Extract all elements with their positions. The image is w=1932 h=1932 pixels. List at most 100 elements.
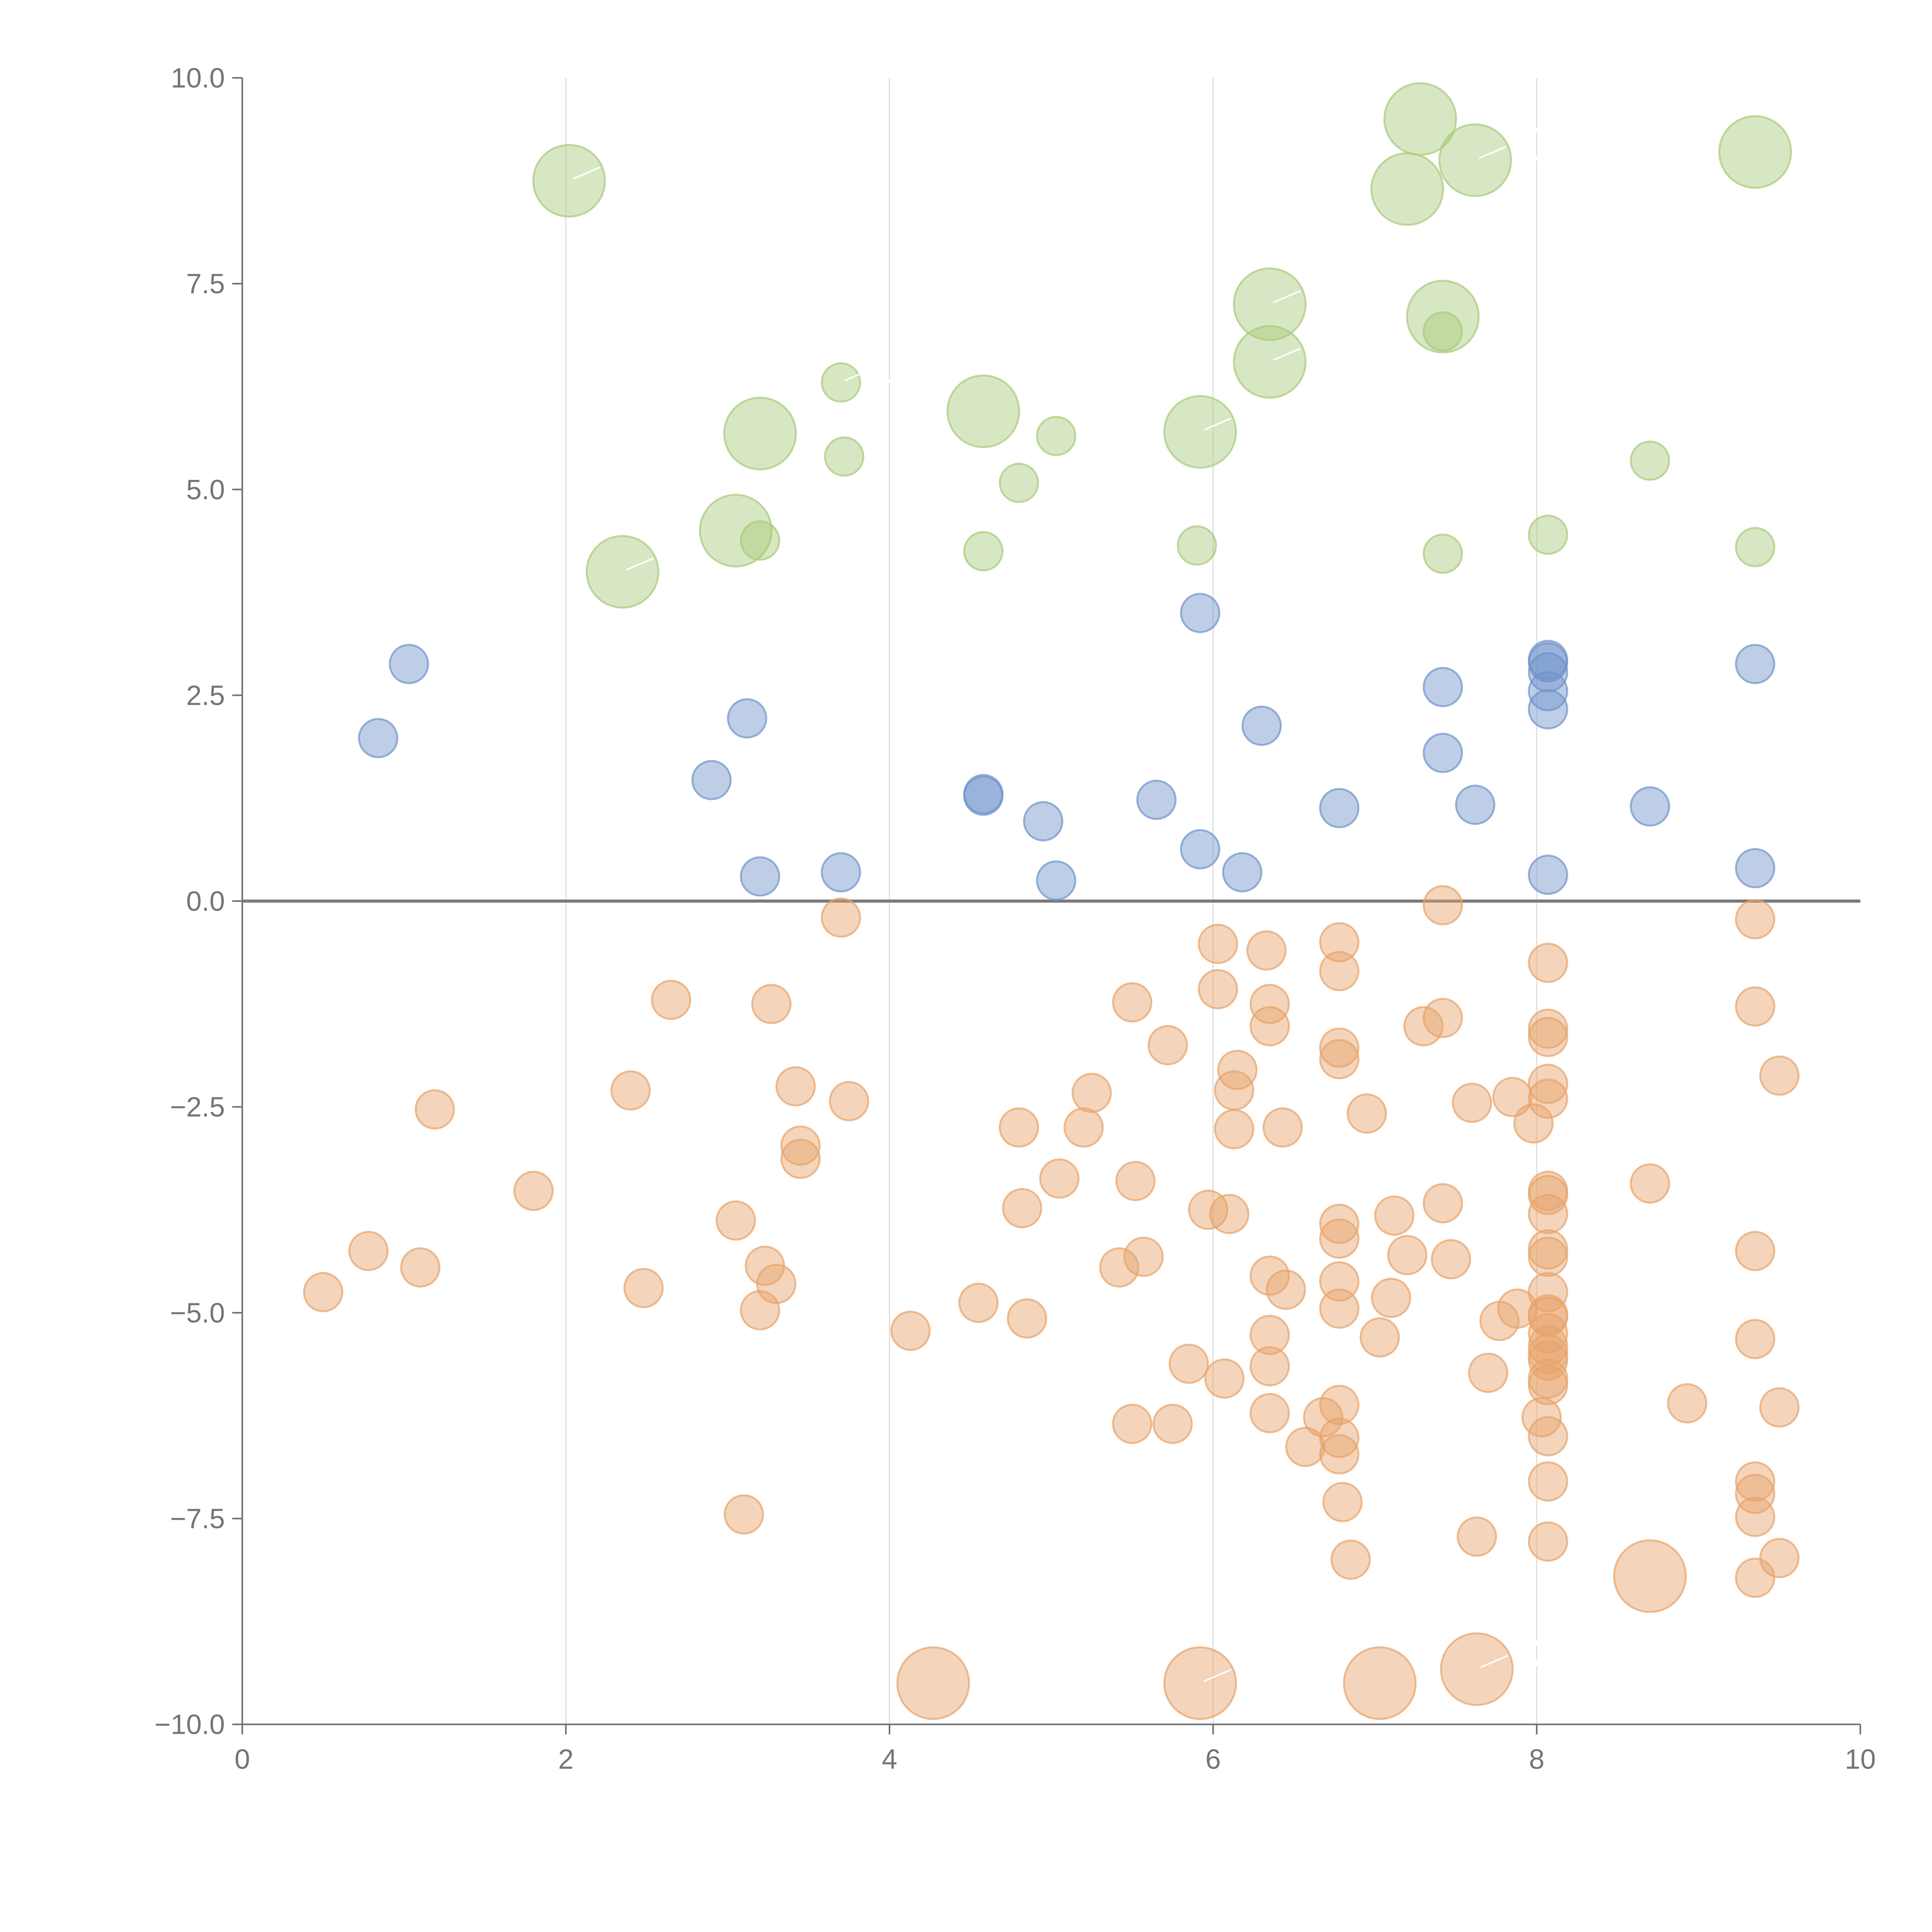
data-point-negative xyxy=(829,1081,869,1121)
data-point-negative xyxy=(1214,1109,1254,1150)
data-point-negative xyxy=(756,1264,796,1304)
point-label: DG xyxy=(1304,320,1374,372)
data-point-negative xyxy=(651,980,691,1020)
y-tick-label: 7.5 xyxy=(186,269,225,299)
data-point-high xyxy=(946,374,1020,448)
data-point-negative xyxy=(1330,1539,1371,1580)
data-point-negative xyxy=(1112,982,1153,1023)
data-point-negative xyxy=(1735,899,1776,940)
data-point-negative xyxy=(724,1494,764,1535)
data-point-low xyxy=(691,760,732,800)
data-point-high xyxy=(1233,267,1307,341)
data-point-negative xyxy=(1528,942,1568,983)
data-point-high xyxy=(585,535,660,609)
data-point-negative xyxy=(1528,1017,1568,1057)
data-point-negative xyxy=(1249,1393,1290,1434)
data-point-negative xyxy=(1319,1384,1360,1425)
x-tick-label: 10 xyxy=(1845,1744,1876,1775)
data-point-negative xyxy=(1319,922,1360,963)
data-point-negative xyxy=(1735,1319,1776,1359)
data-point-negative xyxy=(1209,1194,1250,1234)
data-point-high xyxy=(824,436,864,477)
label-leader xyxy=(1479,146,1507,159)
data-point-negative xyxy=(1188,1189,1228,1230)
data-point-negative xyxy=(1759,1055,1800,1096)
data-point-negative xyxy=(1123,1236,1164,1277)
labels-layer: T IOT HI DG LO T K DE P xyxy=(573,119,1587,1693)
data-point-negative xyxy=(1249,984,1290,1024)
data-point-negative xyxy=(1528,1078,1568,1119)
data-point-negative xyxy=(1007,1298,1048,1339)
data-point-low xyxy=(740,856,781,897)
data-point-high xyxy=(723,396,797,471)
data-point-low xyxy=(1180,829,1221,869)
data-point-negative xyxy=(1347,1093,1387,1134)
data-point-negative xyxy=(1204,1358,1245,1399)
data-point-negative xyxy=(1071,1073,1112,1113)
data-point-low xyxy=(1319,788,1360,828)
y-tick-label: −2.5 xyxy=(170,1092,225,1123)
data-point-negative xyxy=(1168,1344,1209,1384)
data-point-low xyxy=(1036,860,1077,901)
point-label: LO xyxy=(876,341,937,393)
data-point-high xyxy=(1036,416,1077,456)
data-point-negative xyxy=(1265,1269,1306,1310)
data-point-low xyxy=(1136,779,1177,820)
data-point-negative xyxy=(1528,1009,1568,1049)
data-point-negative xyxy=(1492,1077,1533,1117)
data-point-negative xyxy=(780,1125,821,1166)
data-point-negative xyxy=(1152,1403,1193,1444)
data-point-negative xyxy=(1063,1107,1104,1148)
data-point-negative xyxy=(1322,1482,1363,1522)
data-point-low xyxy=(821,852,861,893)
data-point-negative xyxy=(1528,1063,1568,1104)
data-point-negative xyxy=(1528,1461,1568,1502)
data-point-negative xyxy=(1319,1039,1360,1080)
data-point-negative xyxy=(1099,1247,1139,1288)
data-point-negative xyxy=(1002,1188,1043,1228)
data-point-negative xyxy=(1513,1103,1554,1144)
data-point-high xyxy=(1233,325,1307,399)
data-point-negative xyxy=(780,1138,821,1179)
x-tick-label: 8 xyxy=(1529,1744,1544,1775)
data-point-low xyxy=(1630,786,1670,827)
data-point-negative xyxy=(1403,1006,1444,1046)
data-point-negative xyxy=(1249,1255,1290,1296)
y-tick-label: 2.5 xyxy=(186,680,225,711)
data-point-high xyxy=(1718,115,1792,189)
label-leader xyxy=(573,167,600,180)
data-point-negative xyxy=(1249,1315,1290,1355)
data-point-negative-large xyxy=(1163,1646,1237,1720)
data-point-negative xyxy=(1249,1346,1290,1386)
y-tick-label: 5.0 xyxy=(186,474,225,505)
label-leader xyxy=(1273,347,1301,361)
data-point-low xyxy=(1528,689,1568,730)
data-point-negative xyxy=(1528,1296,1568,1337)
point-label: P xyxy=(1235,1641,1266,1693)
y-tick-label: −5.0 xyxy=(170,1298,225,1328)
data-point-negative xyxy=(1735,1231,1776,1271)
data-point-low xyxy=(963,776,1003,816)
data-point-negative xyxy=(1528,1272,1568,1313)
point-label: K xyxy=(657,530,688,582)
data-point-negative-large xyxy=(1613,1539,1687,1613)
data-point-negative xyxy=(1423,1183,1463,1224)
data-point-low xyxy=(1423,733,1463,773)
data-point-high xyxy=(532,144,606,218)
data-point-negative xyxy=(1528,1325,1568,1366)
data-point-negative xyxy=(348,1231,389,1271)
data-point-negative xyxy=(1319,1434,1360,1475)
data-point-negative xyxy=(513,1170,554,1211)
data-point-low xyxy=(727,698,767,739)
data-point-negative xyxy=(1112,1403,1153,1444)
data-point-negative xyxy=(1319,1204,1360,1244)
y-tick-label: 10.0 xyxy=(171,63,225,94)
data-point-negative xyxy=(776,1066,816,1107)
data-point-low xyxy=(1735,848,1776,888)
axis-layer: 10.0 7.5 5.0 2.5 0.0 −2.5 −5.0 −7.5 −10.0 0 2 4 6 8 10 xyxy=(155,63,1876,1775)
data-point-low xyxy=(1423,667,1463,707)
label-leader xyxy=(844,368,872,381)
point-label: IOT xyxy=(1510,119,1587,170)
data-point-negative xyxy=(1759,1538,1800,1578)
